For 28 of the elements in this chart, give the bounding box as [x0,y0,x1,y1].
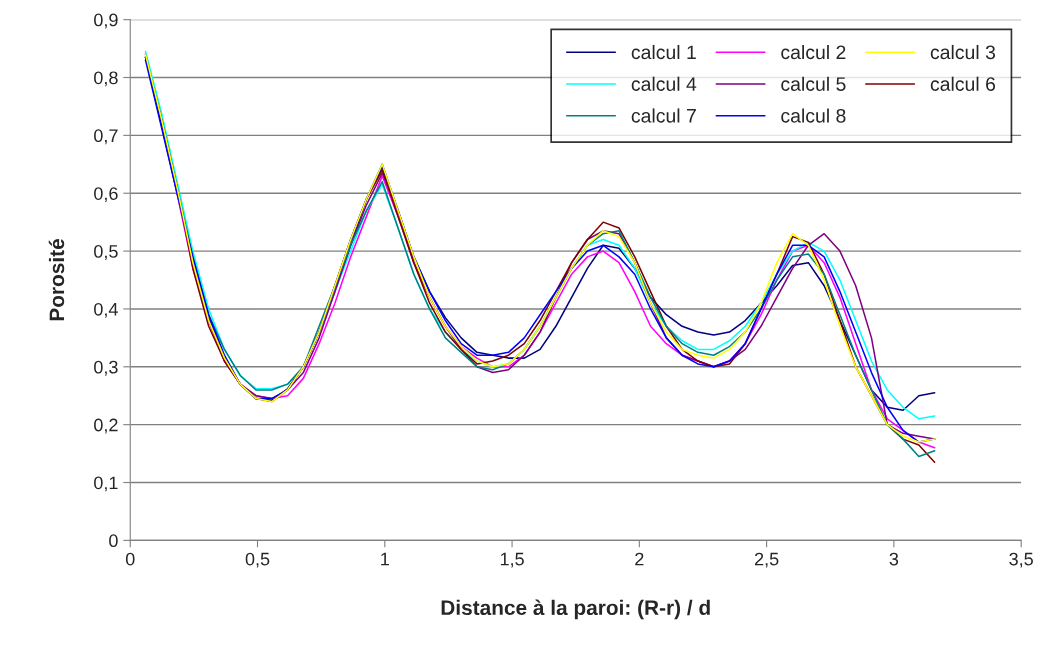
x-tick-label: 2 [635,552,644,566]
legend-label: calcul 3 [930,44,996,60]
x-tick-label: 2,5 [754,552,779,568]
x-tick-label: 3,5 [1009,552,1033,568]
y-tick-label: 0,9 [94,13,118,29]
legend-label: calcul 6 [930,76,996,91]
y-tick-label: 0 [109,534,118,548]
y-tick-label: 0,2 [94,418,118,434]
legend-label: calcul 4 [631,76,697,91]
x-tick-label: 1,5 [500,552,524,568]
y-tick-label: 0,4 [94,302,118,318]
y-tick-label: 0,6 [94,187,118,203]
y-tick-label: 0,3 [94,360,118,376]
x-tick-label: 3 [889,552,899,566]
legend-label: calcul 8 [781,108,846,123]
y-tick-label: 0,7 [94,129,118,145]
legend-label: calcul 7 [631,108,696,123]
y-tick-label: 0,8 [94,71,118,87]
x-tick-label: 0,5 [245,552,270,568]
legend-label: calcul 1 [631,44,696,60]
y-tick-label: 0,1 [94,476,118,492]
x-axis-title: Distance à la paroi: (R-r) / d [441,599,710,620]
y-axis-title: Porosité [48,239,65,321]
y-tick-label: 0,5 [94,245,118,260]
legend-label: calcul 5 [781,76,846,91]
x-tick-label: 1 [381,552,389,566]
legend-label: calcul 2 [781,44,846,60]
x-tick-label: 0 [125,552,135,566]
